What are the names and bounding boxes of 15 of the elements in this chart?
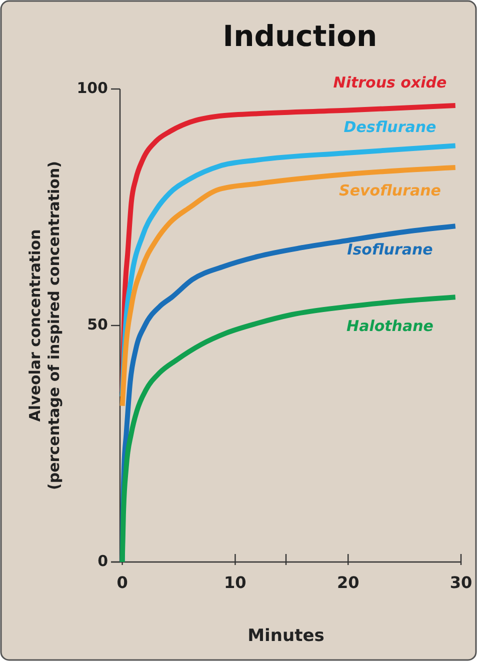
x-axis-title: Minutes <box>248 626 324 646</box>
series-label: Sevoflurane <box>339 182 441 200</box>
y-tick-label: 100 <box>76 79 108 98</box>
x-tick-label: 20 <box>336 573 360 592</box>
x-tick-label: 10 <box>224 573 246 592</box>
x-tick-label: 30 <box>450 573 472 592</box>
y-axis-title: Alveolar concentration (percentage of inspired concentration) <box>26 160 63 490</box>
series-label: Halothane <box>346 317 434 336</box>
series-label: Desflurane <box>344 118 436 136</box>
y-tick-label: 0 <box>98 552 108 570</box>
y-tick-label: 50 <box>87 316 108 334</box>
series-label: Nitrous oxide <box>333 74 447 92</box>
x-tick-label: 0 <box>116 573 128 592</box>
chart-title: Induction <box>222 19 378 53</box>
series-label: Isoflurane <box>347 240 433 258</box>
